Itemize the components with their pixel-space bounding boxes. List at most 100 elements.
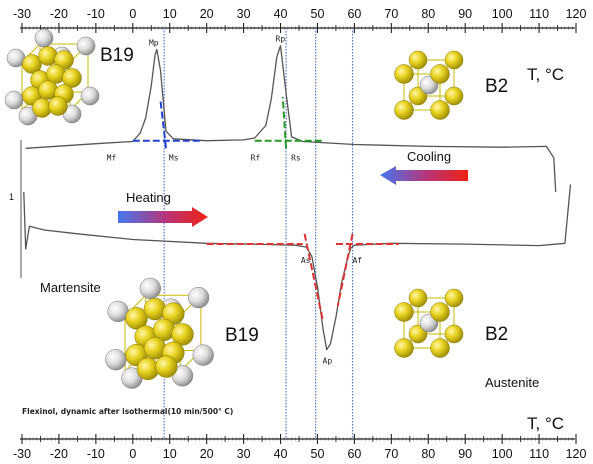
gold-atom [171, 323, 194, 346]
white-atom [139, 277, 161, 300]
top-axis-tick-label: -20 [50, 7, 68, 21]
gold-atom [62, 68, 82, 88]
top-axis-tick-label: 0 [129, 7, 136, 21]
gold-atom [143, 337, 167, 360]
gold-atom [444, 288, 464, 308]
bottom-axis-tick-label: 50 [311, 447, 325, 461]
gold-atom [444, 324, 464, 344]
b19-crystal-top [4, 28, 100, 126]
bottom-axis-tick-label: 20 [200, 447, 214, 461]
series-cooling-line [25, 45, 557, 193]
tangent-line [159, 100, 168, 149]
white-atom [192, 344, 214, 366]
gold-atom [408, 288, 428, 308]
white-atom [105, 349, 127, 371]
top-axis-tick-label: 70 [384, 7, 398, 21]
b2-crystal-top [394, 50, 464, 120]
bottom-axis-tick-label: 70 [384, 447, 398, 461]
gold-atom [430, 338, 450, 358]
cooling-arrow: Cooling [380, 149, 468, 185]
point-label-mp: Mp [149, 39, 159, 48]
gold-atom [143, 297, 167, 321]
point-label-mf: Mf [107, 153, 117, 162]
top-axis-ticks: -30 -20 -10 0 10 20 30 40 50 60 70 80 90 100 110 120 [13, 7, 587, 33]
white-atom [187, 286, 210, 309]
tangent-line [336, 233, 354, 307]
phase-label-b19-top: B19 [100, 45, 134, 66]
tangent-line [281, 96, 288, 149]
phase-label-b2-bottom: B2 [485, 324, 508, 345]
gold-atom [444, 50, 464, 70]
white-atom [76, 36, 96, 56]
bottom-axis-tick-label: 80 [421, 447, 435, 461]
heating-arrow-shape [118, 207, 208, 227]
gold-atom [394, 338, 414, 358]
top-axis-tick-label: 100 [492, 7, 513, 21]
b2-crystal-bottom [394, 288, 464, 358]
bottom-axis-tick-label: 110 [529, 447, 549, 461]
bottom-axis-tick-label: 90 [458, 447, 472, 461]
chart-caption: Flexinol, dynamic after isothermal(10 mi… [22, 407, 233, 416]
bottom-axis-tick-label: -20 [50, 447, 68, 461]
top-axis-title: T, °C [527, 65, 564, 84]
martensite-label: Martensite [40, 280, 101, 295]
top-axis: -30 -20 -10 0 10 20 30 40 50 60 70 80 90 100 110 120 [13, 7, 587, 33]
top-axis-tick-label: -10 [87, 7, 105, 21]
gold-atom [408, 50, 428, 70]
bottom-axis-tick-label: 10 [163, 447, 177, 461]
gold-atom [394, 64, 414, 84]
point-label-ms: Ms [169, 153, 179, 162]
top-axis-tick-label: 60 [347, 7, 361, 21]
heating-label: Heating [126, 190, 171, 205]
tangent-line [303, 233, 324, 322]
austenite-label: Austenite [485, 375, 539, 390]
point-label-rs: Rs [291, 153, 301, 162]
phase-label-b19-bottom: B19 [225, 325, 259, 346]
gold-atom [430, 64, 450, 84]
bottom-axis-tick-label: -10 [87, 447, 105, 461]
bottom-axis-tick-label: 40 [274, 447, 288, 461]
bottom-axis-tick-label: 30 [237, 447, 251, 461]
transformation-labels: Mp Rp Ap Mf Ms Rf Rs As Af [107, 35, 363, 366]
gold-atom [430, 302, 450, 322]
bottom-axis-tick-label: 120 [566, 447, 587, 461]
bottom-axis: -30 -20 -10 0 10 20 30 40 50 60 70 80 90 100 110 120 [13, 434, 587, 461]
top-axis-tick-label: -30 [13, 7, 31, 21]
gold-atom [430, 100, 450, 120]
white-atom [34, 28, 54, 48]
point-label-rp: Rp [276, 35, 286, 44]
gold-atom [394, 302, 414, 322]
phase-label-b2-top: B2 [485, 76, 508, 97]
point-label-af: Af [352, 256, 362, 265]
top-axis-tick-label: 90 [458, 7, 472, 21]
gold-atom [48, 96, 68, 116]
top-axis-tick-label: 30 [237, 7, 251, 21]
cooling-label: Cooling [407, 149, 451, 164]
tangent-lines [132, 96, 399, 322]
bottom-axis-tick-label: 60 [347, 447, 361, 461]
bottom-axis-tick-label: 100 [492, 447, 513, 461]
gold-atom [22, 54, 42, 74]
heating-arrow: Heating [118, 190, 208, 227]
bottom-axis-tick-label: -30 [13, 447, 31, 461]
point-label-rf: Rf [251, 153, 261, 162]
top-axis-tick-label: 120 [566, 7, 587, 21]
bottom-axis-ticks: -30 -20 -10 0 10 20 30 40 50 60 70 80 90 100 110 120 [13, 434, 587, 461]
gold-atom [444, 86, 464, 106]
cooling-arrow-shape [380, 166, 468, 185]
point-label-ap: Ap [323, 357, 333, 366]
top-axis-tick-label: 40 [274, 7, 288, 21]
gold-atom [394, 100, 414, 120]
gold-atom [125, 307, 148, 330]
top-axis-tick-label: 80 [421, 7, 435, 21]
bottom-axis-tick-label: 0 [129, 447, 136, 461]
point-label-as: As [301, 256, 311, 265]
top-axis-tick-label: 50 [311, 7, 325, 21]
gold-atom [155, 355, 178, 378]
b19-crystal-bottom [105, 277, 214, 389]
bottom-axis-title: T, °C [527, 414, 564, 433]
y-tick-label: 1 [9, 192, 14, 202]
white-atom [80, 86, 100, 106]
top-axis-tick-label: 110 [529, 7, 549, 21]
